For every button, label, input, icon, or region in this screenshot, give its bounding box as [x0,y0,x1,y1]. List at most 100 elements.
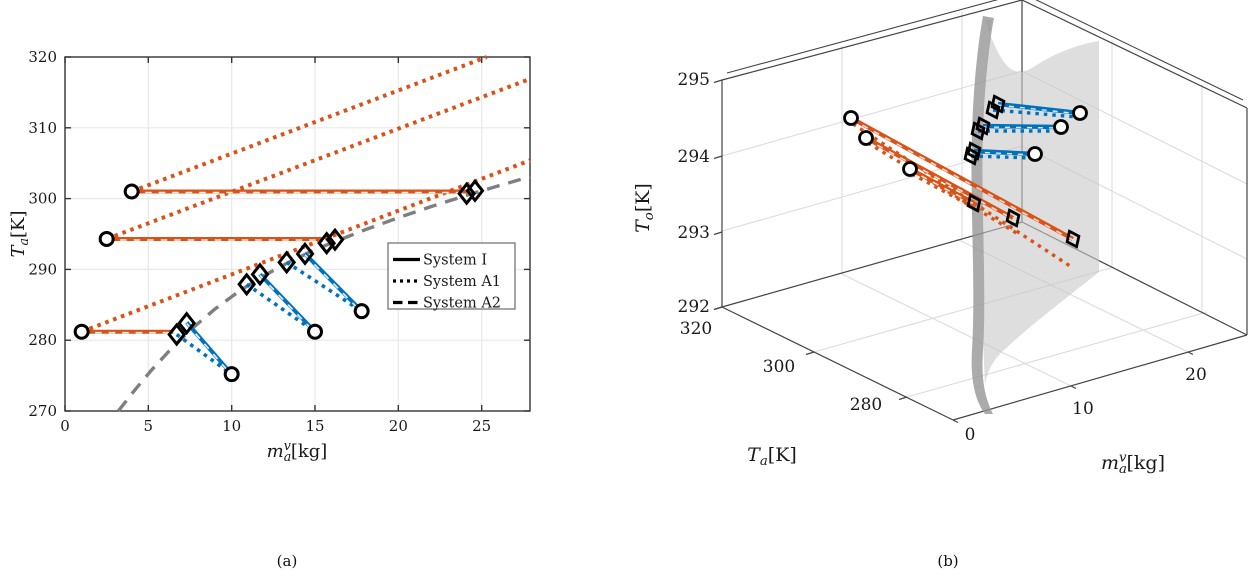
tspan: [kg] [291,441,327,462]
y-tick-label: 310 [28,119,57,137]
tspan: [K] [632,183,654,212]
tspan: T [632,219,654,233]
blue-solid-3d [982,123,1062,130]
marker-diamond [167,322,187,347]
y-tick-label: 290 [28,260,57,278]
marker-circle [98,230,115,247]
marker-diamond [465,178,485,203]
tspan: a [760,454,768,469]
series-cooling-dotted-2 [245,282,317,334]
legend-label: System I [423,253,487,269]
tspan: v [284,438,291,453]
tspan: [K] [8,210,29,238]
marker-circle-3d [858,130,874,146]
y-tick-label: 270 [28,402,57,420]
marker-diamond [295,241,315,266]
series-saturation-curve [116,175,531,413]
marker-diamond [325,227,345,252]
ma-tick [1070,385,1077,390]
ta-tick [713,306,723,311]
marker-diamond-3d [970,121,986,141]
caption-a: (a) [276,552,298,570]
marker-circle-3d [1053,119,1069,135]
ta-axis-label: Ta[K] [747,444,797,469]
marker-diamond-3d [963,146,979,166]
z-tick-label: 292 [678,297,710,317]
box-edge [721,221,1023,308]
marker-diamond [457,181,477,206]
grid3d-line [906,311,1208,398]
blue-dotted-3d [992,108,1079,119]
tspan: T [747,444,761,466]
ta-tick [805,351,815,356]
z-tick [713,231,723,236]
marker-diamond [317,231,337,256]
marker-circle [353,303,370,320]
box-edge [721,306,954,421]
box-edge [1021,0,1248,109]
tspan: a [16,238,31,246]
marker-diamond-3d [985,100,1001,120]
series-systemA1-run1 [130,55,488,194]
box-edge [952,334,1248,421]
tspan: a [284,449,292,464]
tspan: T [8,244,29,258]
panel-a-plot: 0 5 10 15 20 25270280290300310320mav[kg]Ta[K]… [8,48,531,464]
marker-circle [307,323,323,340]
tspan: a [1119,462,1127,477]
marker-diamond [177,311,197,336]
marker-diamond-3d [1005,208,1021,228]
marker-circle [223,366,240,383]
y-tick-label: 300 [28,190,57,208]
y-tick-label: 280 [28,331,57,349]
x-tick-label: 10 [222,417,241,435]
z-axis-label: To[K] [632,183,657,233]
marker-diamond [237,272,257,297]
ma-tick-label: 10 [1072,399,1094,419]
x-tick-label: 20 [389,417,408,435]
orange-solid-3d [864,136,1015,220]
marker-circle [73,323,90,340]
series-cooling-solid-3 [303,252,364,313]
marker-circle-3d [843,110,859,126]
ta-tick-label: 300 [763,357,795,377]
ma-tick-label: 20 [1185,365,1207,385]
x-tick-label: 25 [472,417,491,435]
marker-diamond [277,250,297,275]
x-axis-label: mav[kg] [267,438,328,464]
series-systemA1-run2 [105,77,531,241]
blue-solid-overlay [982,126,1062,129]
z-tick [713,155,723,160]
marker-circle-3d [1027,146,1043,162]
x-tick-label: 0 [60,417,70,435]
box-edge-top2 [726,0,1244,101]
orange-solid-overlay [865,138,1014,220]
saturation-surface-edge [971,16,994,414]
marker-diamond-3d [966,193,982,213]
box-edge [721,0,1023,81]
series-overlay-cooling-solid-1 [186,322,233,376]
orange-solid-overlay [850,118,1074,241]
ta-tick-label: 280 [850,395,882,415]
caption-b: (b) [937,552,959,570]
marker-circle-3d [1072,105,1088,121]
blue-solid-3d [997,101,1081,116]
x-tick-label: 5 [144,417,154,435]
grid3d-line [839,272,1072,387]
axes-box [64,56,531,412]
series-cooling-dotted-1 [175,333,233,376]
z-tick-label: 294 [678,147,710,167]
orange-solid-3d [849,116,1075,241]
y-axis-label: Ta[K] [8,210,31,257]
series-cooling-dotted-3 [285,260,363,313]
z-tick [713,79,723,84]
tspan: m [1101,452,1119,474]
ta-tick [898,396,908,401]
ma-tick-label: 0 [965,425,976,445]
blue-dotted-3d [970,154,1034,160]
x-tick-label: 15 [305,417,324,435]
legend-label: System A1 [423,274,501,290]
legend: System I System A1 System A2 [387,242,516,312]
